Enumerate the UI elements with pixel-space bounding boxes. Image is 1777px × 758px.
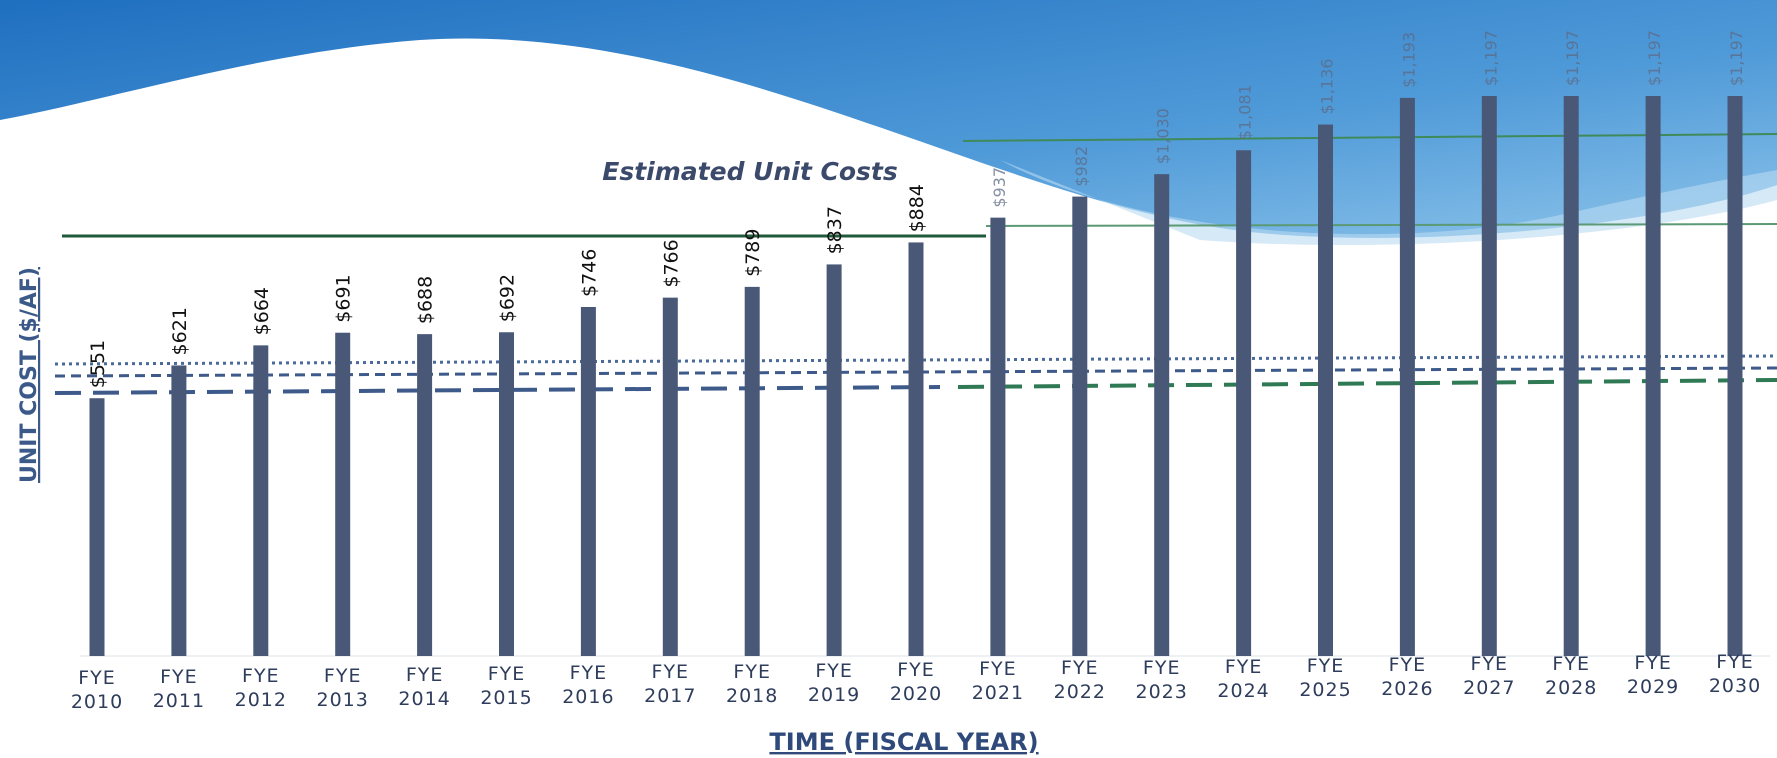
bar — [417, 334, 433, 656]
value-label: $1,030 — [1154, 108, 1173, 164]
x-tick-label: FYE 2023 — [1135, 656, 1188, 703]
bar — [1399, 97, 1415, 657]
bar — [1072, 196, 1088, 657]
value-label: $1,197 — [1481, 30, 1500, 86]
y-axis-label: UNIT COST ($/AF) — [17, 267, 42, 483]
x-tick-label: FYE 2017 — [644, 661, 697, 708]
bar — [744, 286, 760, 656]
x-tick-label: FYE 2016 — [562, 662, 615, 709]
value-label: $664 — [251, 287, 273, 335]
value-label: $789 — [742, 229, 764, 277]
bar — [335, 332, 351, 656]
value-label: $982 — [1072, 146, 1091, 187]
x-tick-label: FYE 2010 — [70, 667, 124, 713]
value-label: $1,197 — [1645, 30, 1664, 86]
value-label: $621 — [169, 307, 191, 355]
value-label: $691 — [333, 274, 355, 322]
bar — [499, 332, 514, 656]
bar — [908, 242, 924, 657]
x-tick-label: FYE 2012 — [234, 665, 287, 712]
bar — [1154, 174, 1170, 656]
chart-title: Estimated Unit Costs — [602, 157, 897, 186]
bar — [1481, 96, 1497, 656]
bar — [826, 264, 842, 656]
bar — [1727, 96, 1743, 656]
bar — [1318, 124, 1333, 656]
bar — [990, 217, 1006, 656]
reference-line — [957, 378, 1777, 389]
bar — [89, 398, 105, 656]
x-tick-label: FYE 2024 — [1217, 655, 1270, 702]
x-axis-label: TIME (FISCAL YEAR) — [769, 728, 1038, 756]
x-tick-label: FYE 2029 — [1626, 651, 1680, 698]
bar — [1645, 96, 1661, 656]
x-tick-label: FYE 2019 — [807, 659, 861, 706]
x-tick-label: FYE 2027 — [1463, 653, 1516, 700]
x-tick-label: FYE 2025 — [1299, 655, 1352, 701]
bar — [1236, 150, 1252, 656]
x-tick-label: FYE 2020 — [889, 659, 943, 705]
reference-line — [54, 385, 941, 395]
bar — [1563, 96, 1579, 656]
reference-line — [962, 133, 1777, 142]
value-label: $1,197 — [1563, 30, 1582, 86]
x-tick-label: FYE 2013 — [316, 664, 369, 711]
value-label: $937 — [990, 167, 1009, 208]
value-label: $884 — [906, 184, 928, 232]
value-label: $692 — [497, 274, 519, 322]
x-tick-label: FYE 2030 — [1708, 651, 1762, 697]
reference-line — [985, 223, 1777, 227]
x-tick-label: FYE 2026 — [1381, 654, 1434, 701]
x-tick-label: FYE 2018 — [726, 660, 779, 707]
bar — [253, 345, 269, 656]
value-label: $746 — [578, 249, 600, 297]
bar — [171, 365, 187, 656]
x-tick-label: FYE 2011 — [152, 666, 206, 713]
background-wave — [0, 0, 1777, 238]
value-label: $1,197 — [1727, 30, 1746, 86]
value-label: $766 — [660, 239, 682, 287]
bar — [662, 297, 678, 656]
value-label: $1,193 — [1399, 32, 1418, 88]
x-tick-label: FYE 2022 — [1053, 657, 1106, 704]
value-label: $551 — [87, 340, 109, 388]
x-tick-label: FYE 2021 — [971, 658, 1025, 705]
value-label: $1,136 — [1318, 59, 1337, 115]
value-label: $688 — [415, 276, 437, 324]
x-tick-label: FYE 2028 — [1545, 652, 1598, 699]
bar — [580, 306, 596, 656]
value-label: $1,081 — [1236, 84, 1255, 140]
x-tick-label: FYE 2014 — [398, 663, 451, 710]
value-label: $837 — [824, 206, 846, 254]
x-tick-label: FYE 2015 — [480, 663, 533, 709]
